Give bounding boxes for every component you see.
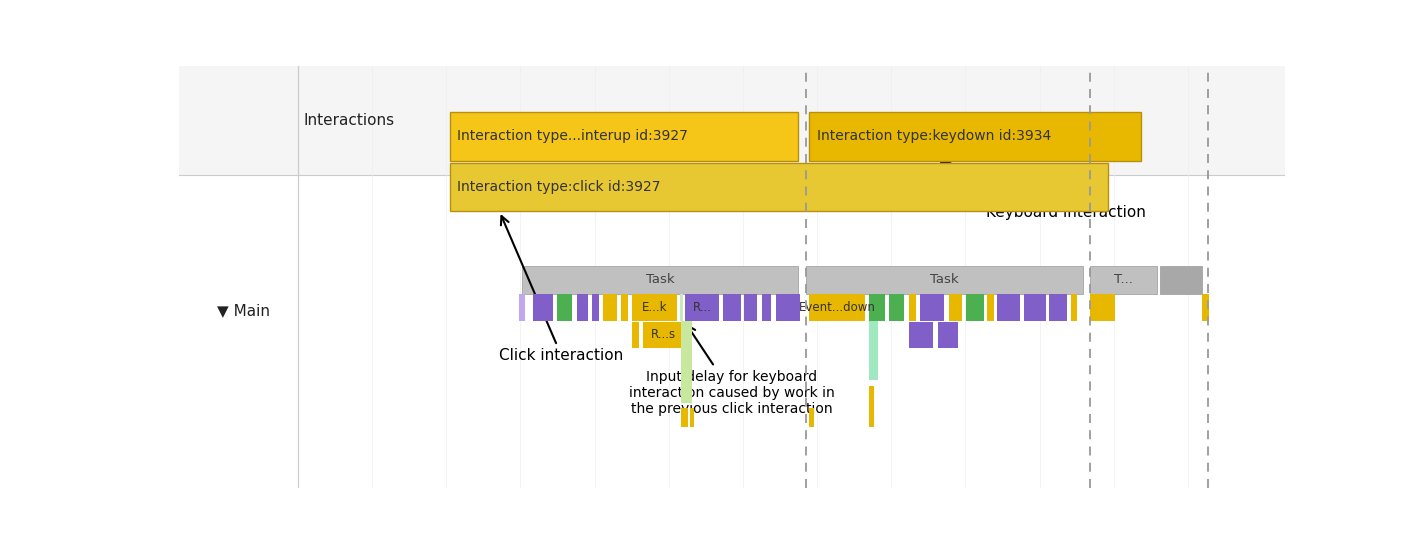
Text: Interaction type:click id:3927: Interaction type:click id:3927 [457, 180, 661, 194]
Text: Task: Task [645, 273, 674, 287]
Bar [870, 321, 878, 380]
Bar [1050, 294, 1067, 321]
Bar [680, 294, 683, 321]
Bar [810, 408, 814, 426]
Text: Input delay for keyboard
interaction caused by work in
the previous click intera: Input delay for keyboard interaction cau… [628, 326, 835, 416]
Bar [644, 322, 683, 347]
Bar [723, 294, 741, 321]
Text: Click interaction: Click interaction [500, 216, 624, 363]
Bar [450, 112, 798, 161]
Bar [1091, 294, 1115, 321]
Bar [810, 112, 1141, 161]
Bar [577, 294, 588, 321]
Bar [681, 321, 693, 403]
Bar [870, 386, 874, 426]
Bar [988, 294, 994, 321]
Bar [890, 294, 904, 321]
Bar [520, 294, 526, 321]
Bar [810, 294, 865, 321]
Bar [805, 266, 1082, 294]
Bar [681, 408, 688, 426]
Text: Interaction type...interup id:3927: Interaction type...interup id:3927 [457, 129, 688, 144]
Text: R...: R... [693, 301, 711, 314]
Bar [604, 294, 617, 321]
Bar [744, 294, 757, 321]
Text: Event...down: Event...down [798, 301, 875, 314]
Text: Task: Task [930, 273, 958, 287]
Bar [633, 294, 677, 321]
Bar [633, 322, 638, 347]
Bar [910, 294, 915, 321]
Bar [777, 294, 801, 321]
Bar [1071, 294, 1077, 321]
Bar [685, 294, 718, 321]
Bar [557, 294, 573, 321]
Bar [938, 322, 958, 347]
Bar [1160, 266, 1202, 294]
Text: Keyboard interaction: Keyboard interaction [941, 162, 1147, 220]
Text: ▼ Main: ▼ Main [217, 303, 270, 318]
Bar [178, 66, 1285, 175]
Text: Interaction type:keydown id:3934: Interaction type:keydown id:3934 [817, 129, 1051, 144]
Text: E...k: E...k [641, 301, 667, 314]
Text: T...: T... [1114, 273, 1132, 287]
Bar [1024, 294, 1047, 321]
Bar [521, 266, 798, 294]
Bar [967, 294, 984, 321]
Bar [1202, 294, 1210, 321]
Bar [1091, 266, 1157, 294]
Bar [761, 294, 771, 321]
Bar [948, 294, 962, 321]
Bar [690, 408, 694, 426]
Bar [593, 294, 600, 321]
Bar [997, 294, 1020, 321]
Bar [450, 163, 1108, 212]
Bar [910, 322, 934, 347]
Bar [870, 294, 884, 321]
Bar [533, 294, 553, 321]
Bar [178, 175, 1285, 488]
Text: Interactions: Interactions [304, 113, 394, 128]
Bar [920, 294, 944, 321]
Bar [621, 294, 628, 321]
Text: R...s: R...s [651, 328, 675, 341]
